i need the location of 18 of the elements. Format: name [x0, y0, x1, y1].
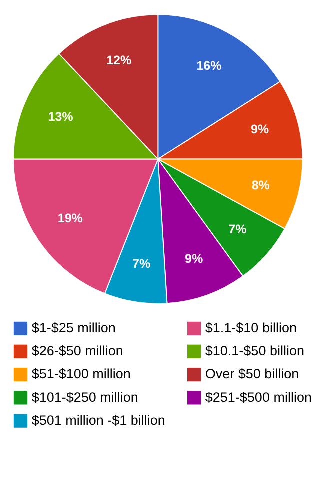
legend-label: $1.1-$10 billion	[205, 320, 297, 336]
data-label: 12%	[106, 54, 132, 68]
legend-label: $251-$500 million	[205, 390, 312, 405]
data-label: 9%	[250, 122, 270, 137]
data-label: 19%	[58, 212, 83, 226]
data-label: 7%	[228, 222, 247, 236]
legend-label: $101-$250 million	[32, 390, 138, 405]
legend-label: $51-$100 million	[32, 366, 131, 382]
data-label: 13%	[48, 110, 74, 124]
data-label: 8%	[252, 178, 270, 193]
data-label: 9%	[185, 252, 204, 266]
data-label: 7%	[132, 256, 151, 271]
legend-label: $1-$25 million	[32, 320, 116, 336]
legend-label: $26-$50 million	[32, 344, 124, 358]
legend-label: $10.1-$50 billion	[205, 344, 304, 358]
legend-label: Over $50 billion	[205, 366, 300, 382]
data-label: 16%	[196, 59, 222, 74]
legend-label: $501 million -$1 billion	[32, 412, 166, 428]
